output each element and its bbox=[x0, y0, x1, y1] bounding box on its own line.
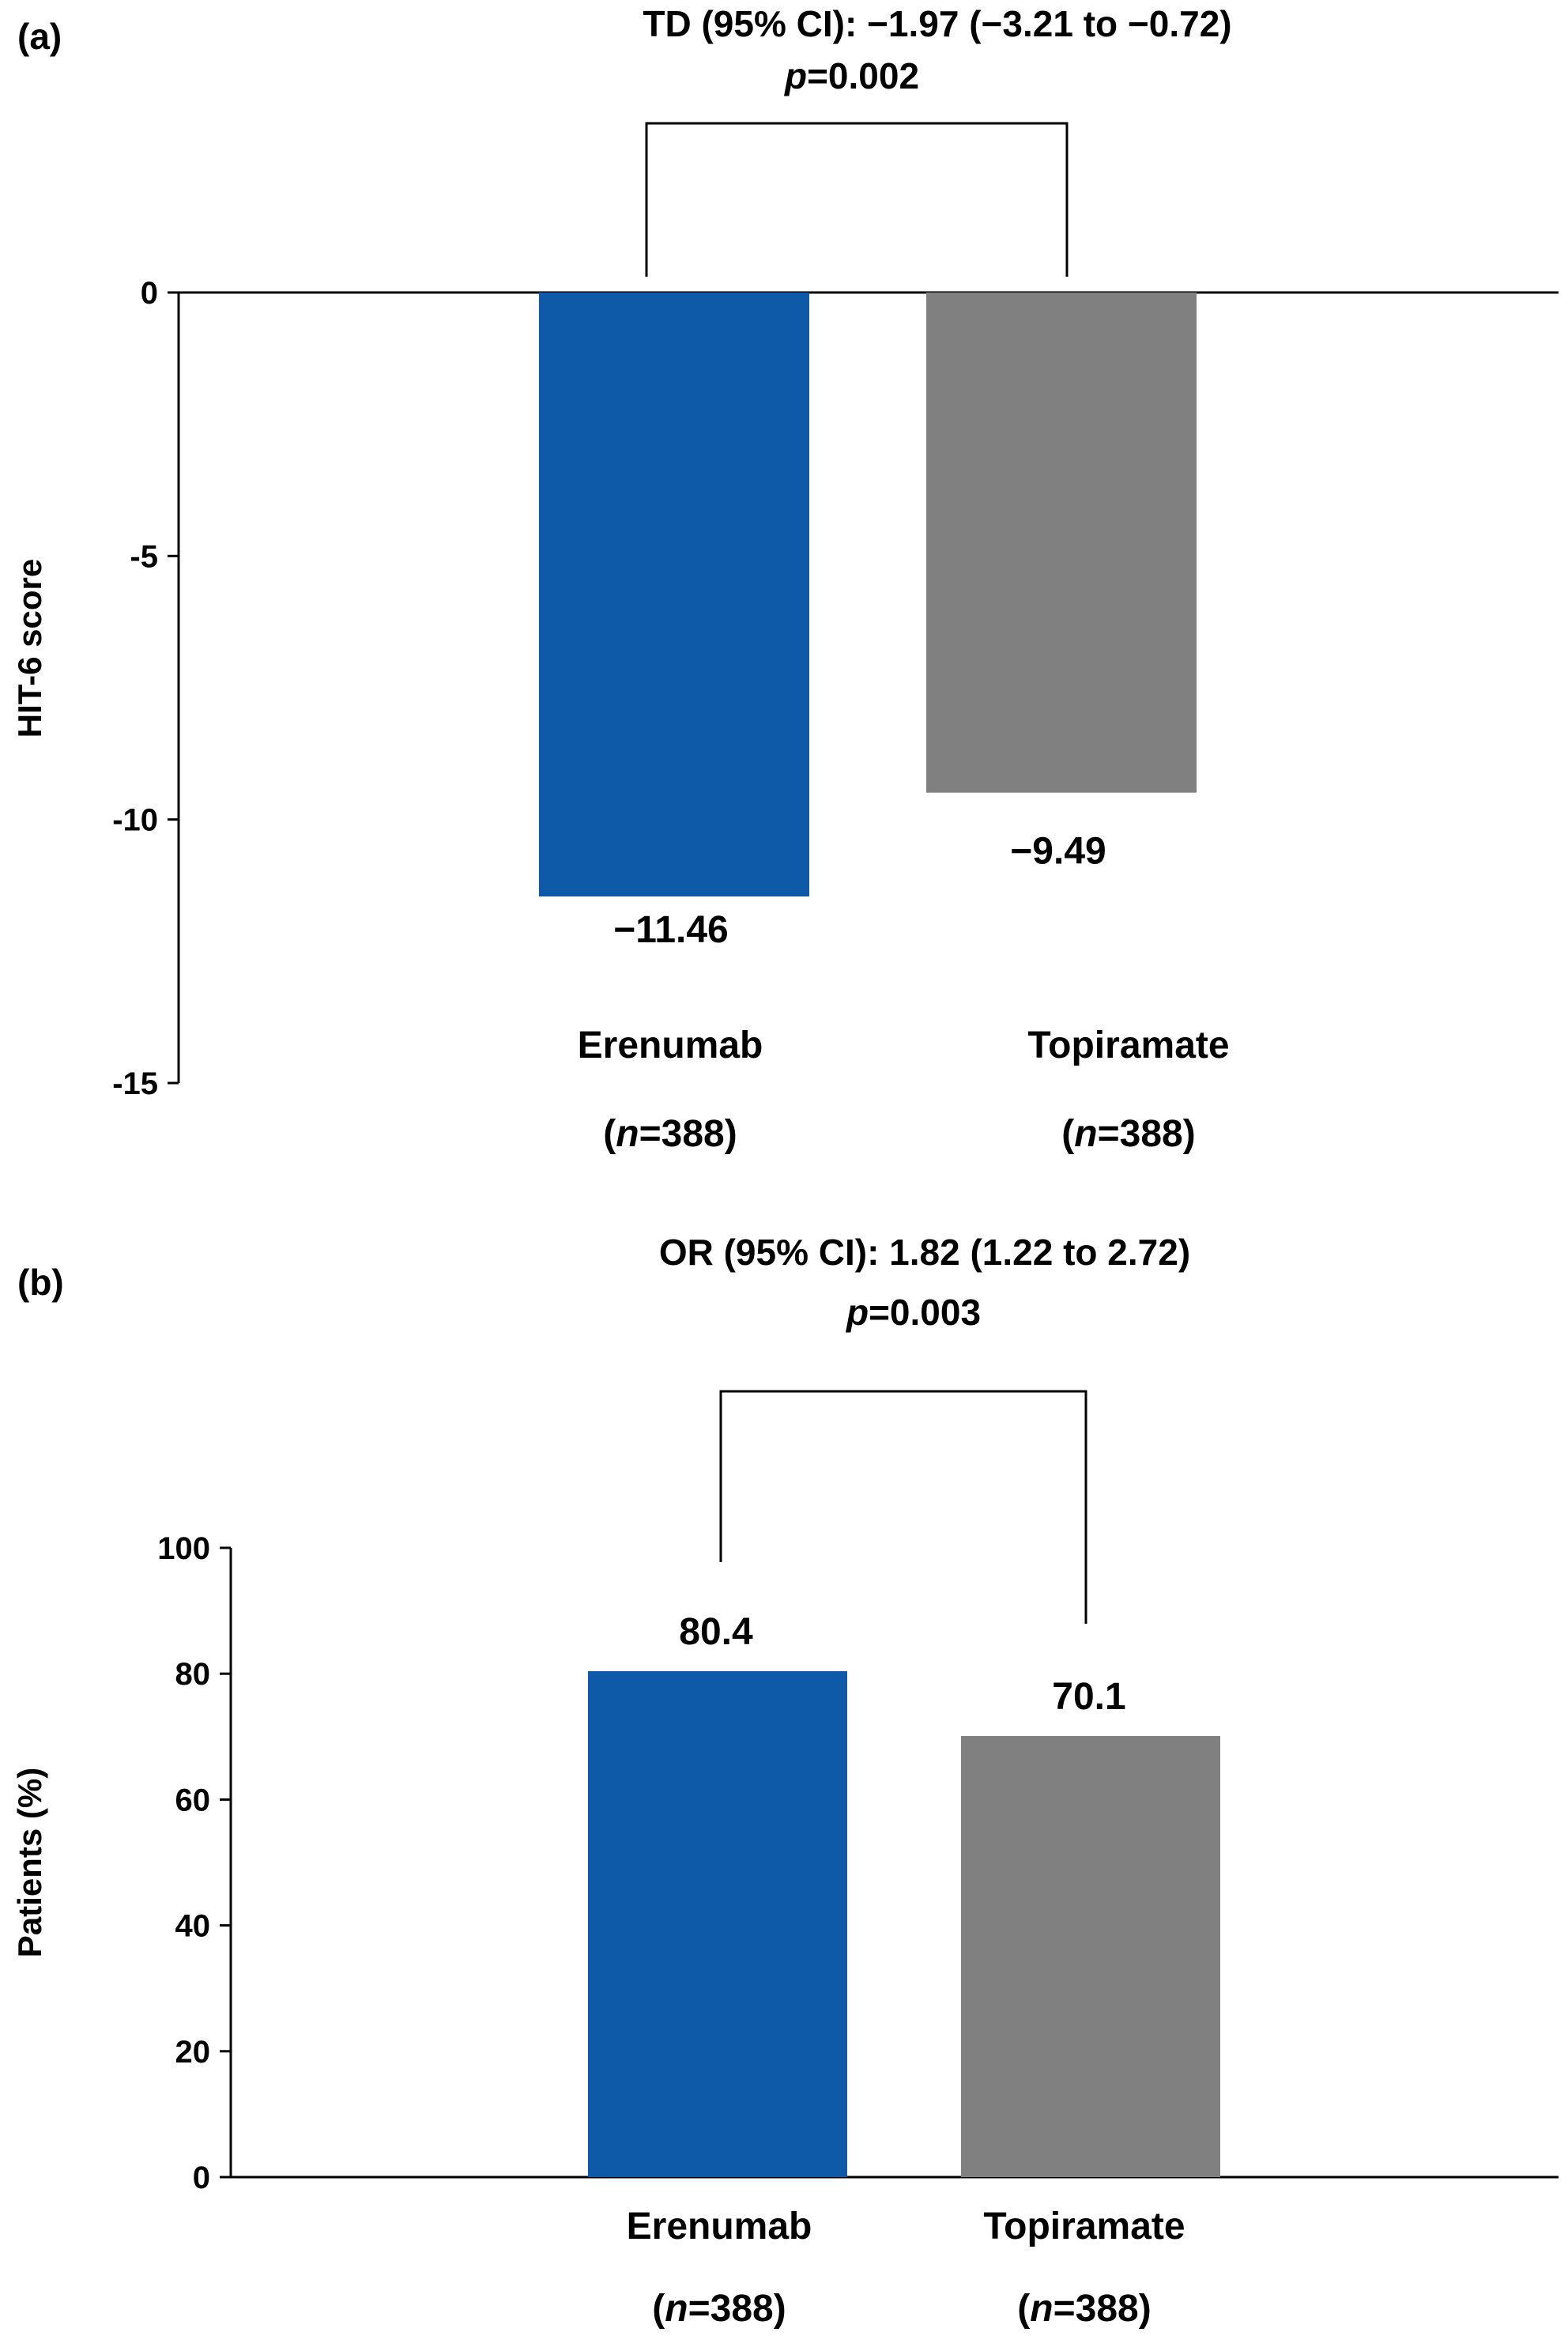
panel-a-significance-bracket bbox=[645, 122, 1069, 277]
panel-b-p-symbol: p bbox=[845, 1292, 869, 1333]
panel-b-category-erenumab: Erenumab bbox=[627, 2206, 812, 2247]
panel-b-y-tick-label: 20 bbox=[175, 2035, 211, 2070]
panel-a-p-symbol: p bbox=[783, 55, 807, 96]
panel-b-value-label-erenumab: 80.4 bbox=[679, 1611, 753, 1653]
panel-b-n-erenumab: (n=388) bbox=[652, 2288, 786, 2330]
panel-b-p-value: =0.003 bbox=[869, 1292, 981, 1333]
panel-b-label: (b) bbox=[17, 1262, 64, 1303]
panel-b-y-tick-label: 80 bbox=[175, 1657, 211, 1692]
panel-b: (b) OR (95% CI): 1.82 (1.22 to 2.72) p=0… bbox=[11, 1232, 1559, 2330]
panel-a-y-ticks: 0 -5 -10 -15 bbox=[112, 276, 179, 1101]
panel-a-p-value: =0.002 bbox=[807, 55, 919, 96]
panel-b-significance-bracket bbox=[719, 1390, 1087, 1624]
panel-b-value-label-topiramate: 70.1 bbox=[1052, 1676, 1125, 1718]
panel-a-y-tick-label: -10 bbox=[112, 803, 158, 838]
panel-b-bar-erenumab bbox=[588, 1671, 847, 2177]
panel-b-y-tick-label: 100 bbox=[157, 1531, 210, 1566]
panel-a: (a) TD (95% CI): −1.97 (−3.21 to −0.72) … bbox=[11, 3, 1559, 1155]
panel-a-bar-topiramate bbox=[926, 292, 1197, 793]
panel-b-annotation-p: p=0.003 bbox=[845, 1292, 981, 1333]
panel-b-annotation-or: OR (95% CI): 1.82 (1.22 to 2.72) bbox=[659, 1232, 1190, 1273]
panel-a-value-label-topiramate: −9.49 bbox=[1010, 831, 1106, 873]
panel-b-y-tick-label: 0 bbox=[193, 2161, 210, 2195]
panel-a-n-topiramate: (n=388) bbox=[1061, 1113, 1195, 1155]
panel-a-annotation-p: p=0.002 bbox=[783, 55, 919, 96]
panel-b-category-topiramate: Topiramate bbox=[983, 2206, 1185, 2247]
panel-a-label: (a) bbox=[17, 16, 62, 57]
panel-b-n-topiramate: (n=388) bbox=[1017, 2288, 1151, 2330]
panel-b-y-tick-label: 40 bbox=[175, 1909, 211, 1944]
panel-b-y-tick-label: 60 bbox=[175, 1783, 211, 1817]
panel-a-y-tick-label: -15 bbox=[112, 1066, 158, 1101]
panel-a-value-label-erenumab: −11.46 bbox=[613, 909, 729, 951]
panel-a-n-erenumab: (n=388) bbox=[603, 1113, 737, 1155]
panel-b-y-axis-label: Patients (%) bbox=[11, 1768, 48, 1957]
panel-b-y-ticks: 0 20 40 60 80 100 bbox=[157, 1531, 231, 2195]
panel-a-annotation-td: TD (95% CI): −1.97 (−3.21 to −0.72) bbox=[643, 3, 1231, 44]
panel-a-bar-erenumab bbox=[539, 292, 809, 896]
panel-a-category-topiramate: Topiramate bbox=[1027, 1025, 1229, 1066]
panel-b-bar-topiramate bbox=[961, 1736, 1220, 2177]
panel-a-category-erenumab: Erenumab bbox=[578, 1025, 763, 1066]
panel-a-y-axis-label: HIT-6 score bbox=[11, 559, 48, 738]
panel-a-y-tick-label: -5 bbox=[130, 539, 158, 574]
panel-a-y-tick-label: 0 bbox=[141, 276, 158, 311]
